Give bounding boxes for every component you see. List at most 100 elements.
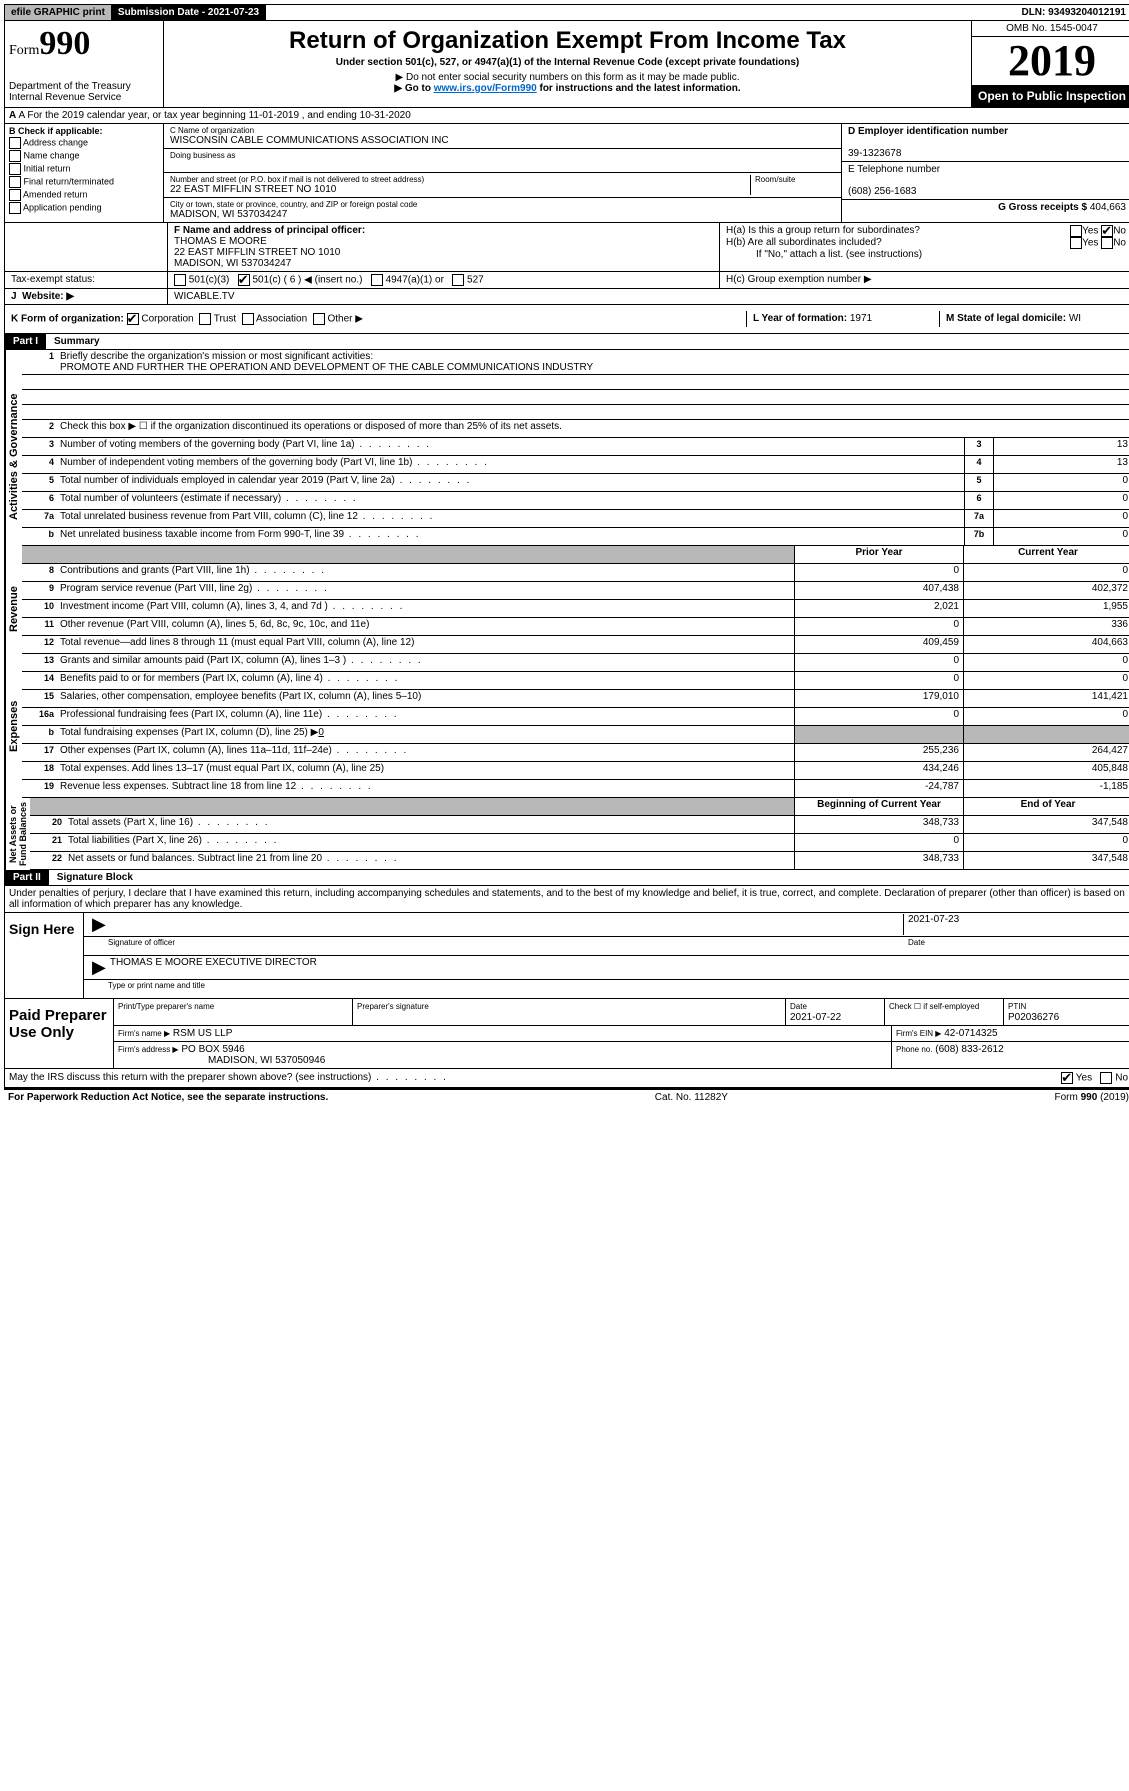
form-num: 990 — [39, 25, 90, 62]
col-prior: Prior Year — [794, 546, 963, 563]
officer-label: F Name and address of principal officer: — [174, 225, 365, 236]
sig-date-label: Date — [904, 938, 1128, 954]
form-subtitle: Under section 501(c), 527, or 4947(a)(1)… — [172, 57, 963, 68]
l14-text: Benefits paid to or for members (Part IX… — [58, 672, 794, 689]
tab-net-assets: Net Assets orFund Balances — [5, 798, 30, 870]
ha-yes[interactable] — [1070, 225, 1082, 237]
l9-prior: 407,438 — [794, 582, 963, 599]
part2-badge: Part II — [5, 870, 49, 885]
discuss-yes[interactable] — [1061, 1072, 1073, 1084]
row-fh: F Name and address of principal officer:… — [4, 223, 1129, 272]
domicile-label: M State of legal domicile: — [946, 313, 1066, 324]
chk-527[interactable] — [452, 274, 464, 286]
l16a-prior: 0 — [794, 708, 963, 725]
l11-prior: 0 — [794, 618, 963, 635]
chk-501c3[interactable] — [174, 274, 186, 286]
note2-pre: ▶ Go to — [394, 83, 433, 94]
hb-no[interactable] — [1101, 237, 1113, 249]
section-net-assets: Net Assets orFund Balances Beginning of … — [4, 798, 1129, 870]
ptin-value: P02036276 — [1008, 1012, 1059, 1023]
l17-prior: 255,236 — [794, 744, 963, 761]
l5-text: Total number of individuals employed in … — [58, 474, 964, 491]
arrow-icon: ▶ — [88, 914, 110, 935]
l22-curr: 347,548 — [963, 852, 1129, 869]
dba-label: Doing business as — [170, 151, 835, 160]
chk-name-change[interactable]: Name change — [9, 150, 159, 162]
chk-application-pending[interactable]: Application pending — [9, 202, 159, 214]
ein-label: D Employer identification number — [848, 126, 1008, 137]
prep-name-label: Print/Type preparer's name — [118, 1002, 214, 1011]
l15-curr: 141,421 — [963, 690, 1129, 707]
l4-val: 13 — [993, 456, 1129, 473]
row-j: J Website: ▶ WICABLE.TV — [4, 289, 1129, 305]
hb-yes[interactable] — [1070, 237, 1082, 249]
irs-link[interactable]: www.irs.gov/Form990 — [434, 83, 537, 94]
officer-printed-name: THOMAS E MOORE EXECUTIVE DIRECTOR — [110, 957, 317, 968]
l6-text: Total number of volunteers (estimate if … — [58, 492, 964, 509]
l16a-text: Professional fundraising fees (Part IX, … — [58, 708, 794, 725]
col-end: End of Year — [963, 798, 1129, 815]
l7b-text: Net unrelated business taxable income fr… — [58, 528, 964, 545]
ptin-label: PTIN — [1008, 1002, 1026, 1011]
gross-receipts-value: 404,663 — [1090, 202, 1126, 213]
tab-revenue: Revenue — [5, 564, 22, 654]
l14-prior: 0 — [794, 672, 963, 689]
chk-initial-return[interactable]: Initial return — [9, 163, 159, 175]
col-b-checkboxes: B Check if applicable: Address change Na… — [5, 124, 164, 222]
chk-assoc[interactable] — [242, 313, 254, 325]
footer: For Paperwork Reduction Act Notice, see … — [4, 1088, 1129, 1105]
l13-prior: 0 — [794, 654, 963, 671]
firm-addr-label: Firm's address ▶ — [118, 1045, 179, 1054]
ha-label: H(a) Is this a group return for subordin… — [726, 225, 920, 237]
note-ssn: ▶ Do not enter social security numbers o… — [172, 72, 963, 83]
row-i: Tax-exempt status: 501(c)(3) 501(c) ( 6 … — [4, 272, 1129, 289]
chk-trust[interactable] — [199, 313, 211, 325]
l5-val: 0 — [993, 474, 1129, 491]
l17-text: Other expenses (Part IX, column (A), lin… — [58, 744, 794, 761]
chk-amended[interactable]: Amended return — [9, 189, 159, 201]
arrow-icon-2: ▶ — [88, 957, 110, 978]
l18-curr: 405,848 — [963, 762, 1129, 779]
domicile: WI — [1069, 313, 1081, 324]
l2-text: Check this box ▶ ☐ if the organization d… — [58, 420, 1129, 437]
l19-prior: -24,787 — [794, 780, 963, 797]
prep-sig-label: Preparer's signature — [357, 1002, 429, 1011]
name-title-label: Type or print name and title — [88, 981, 205, 997]
l21-prior: 0 — [794, 834, 963, 851]
officer-addr1: 22 EAST MIFFLIN STREET NO 1010 — [174, 247, 340, 258]
row-klm: K Form of organization: Corporation Trus… — [4, 305, 1129, 334]
paid-preparer-label: Paid Preparer Use Only — [5, 999, 114, 1068]
l10-text: Investment income (Part VIII, column (A)… — [58, 600, 794, 617]
l11-curr: 336 — [963, 618, 1129, 635]
phone-value: (608) 256-1683 — [848, 186, 916, 197]
sign-date: 2021-07-23 — [903, 914, 1128, 935]
l21-text: Total liabilities (Part X, line 26) — [66, 834, 794, 851]
l12-text: Total revenue—add lines 8 through 11 (mu… — [58, 636, 794, 653]
submission-date-button[interactable]: Submission Date - 2021-07-23 — [112, 5, 266, 20]
sign-here-label: Sign Here — [5, 913, 84, 998]
ha-no[interactable] — [1101, 225, 1113, 237]
col-c-org-info: C Name of organization WISCONSIN CABLE C… — [164, 124, 841, 222]
footer-mid: Cat. No. 11282Y — [655, 1092, 728, 1103]
part1-header: Part I Summary — [4, 334, 1129, 350]
l22-prior: 348,733 — [794, 852, 963, 869]
chk-501c[interactable] — [238, 274, 250, 286]
l14-curr: 0 — [963, 672, 1129, 689]
l7b-val: 0 — [993, 528, 1129, 545]
firm-phone: (608) 833-2612 — [935, 1044, 1003, 1055]
chk-final-return[interactable]: Final return/terminated — [9, 176, 159, 188]
l9-text: Program service revenue (Part VIII, line… — [58, 582, 794, 599]
org-name-label: C Name of organization — [170, 126, 835, 135]
dln-label: DLN: 93493204012191 — [1015, 5, 1129, 20]
dept-label: Department of the Treasury Internal Reve… — [9, 81, 159, 103]
chk-corp[interactable] — [127, 313, 139, 325]
efile-label[interactable]: efile GRAPHIC print — [5, 5, 112, 20]
col-right-ids: D Employer identification number 39-1323… — [841, 124, 1129, 222]
l17-curr: 264,427 — [963, 744, 1129, 761]
chk-4947[interactable] — [371, 274, 383, 286]
self-emp-label: Check ☐ if self-employed — [889, 1002, 979, 1011]
chk-address-change[interactable]: Address change — [9, 137, 159, 149]
firm-ein-label: Firm's EIN ▶ — [896, 1029, 941, 1038]
discuss-no[interactable] — [1100, 1072, 1112, 1084]
chk-other[interactable] — [313, 313, 325, 325]
